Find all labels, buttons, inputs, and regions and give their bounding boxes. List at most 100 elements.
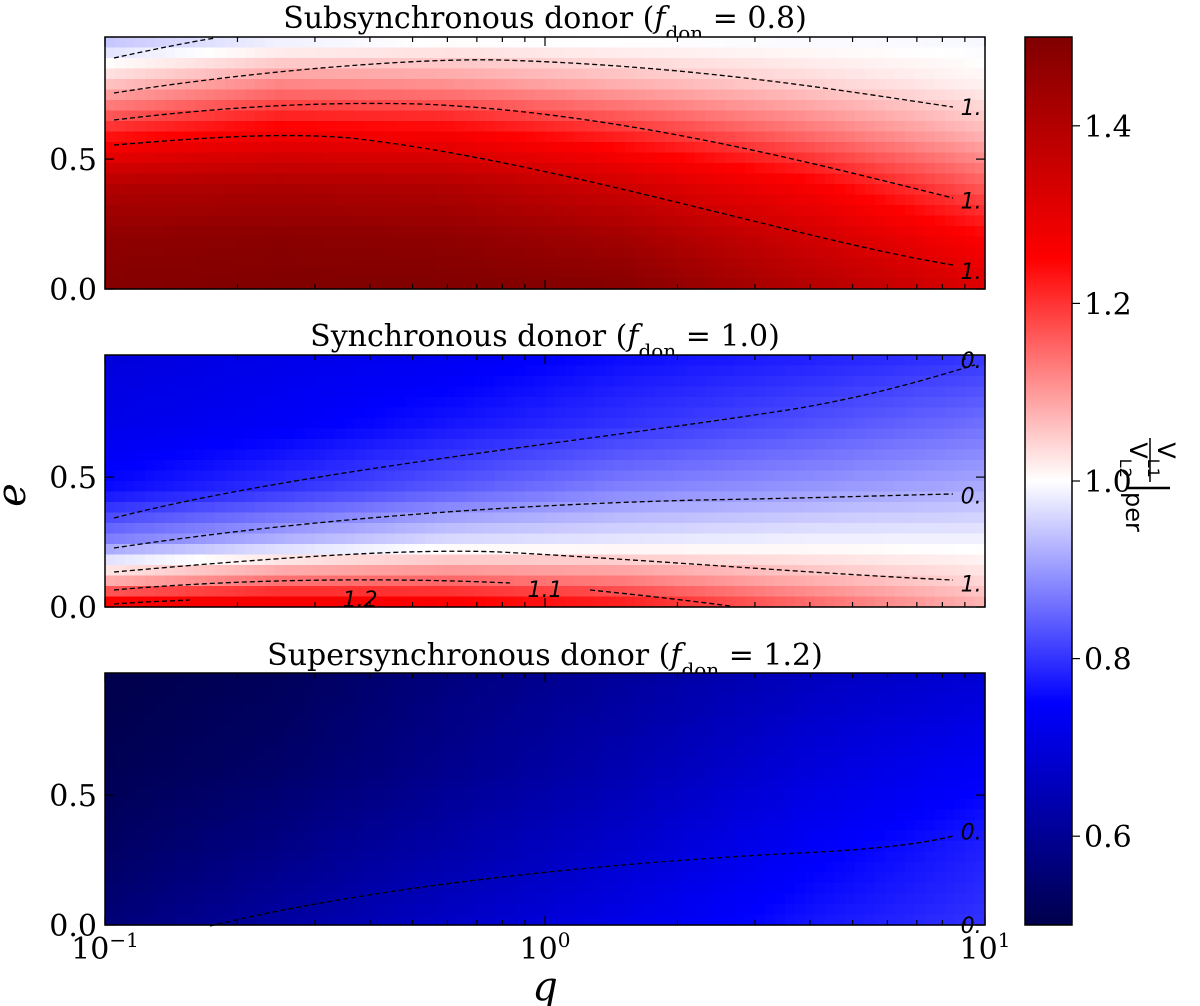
heatmap-cell [425,163,436,175]
heatmap-cell [185,893,196,905]
heatmap-cell [875,376,886,388]
heatmap-cell [645,407,656,419]
heatmap-cell [325,533,336,545]
heatmap-cell [525,215,536,227]
heatmap-cell [885,184,896,196]
heatmap-cell [225,152,236,164]
heatmap-cell [435,268,446,280]
heatmap-cell [445,89,456,101]
heatmap-cell [165,365,176,377]
heatmap-cell [575,100,586,112]
heatmap-cell [755,544,766,556]
heatmap-cell [355,491,366,503]
heatmap-cell [325,173,336,185]
heatmap-cell [115,736,126,748]
heatmap-cell [255,428,266,440]
heatmap-cell [855,194,866,206]
heatmap-cell [435,37,446,49]
heatmap-cell [715,236,726,248]
heatmap-cell [395,68,406,80]
heatmap-cell [885,586,896,598]
heatmap-cell [625,449,636,461]
heatmap-cell [255,565,266,577]
heatmap-cell [375,512,386,524]
heatmap-cell [775,544,786,556]
heatmap-cell [325,862,336,874]
heatmap-cell [285,746,296,758]
heatmap-cell [635,596,646,608]
heatmap-cell [535,205,546,217]
heatmap-cell [805,142,816,154]
heatmap-cell [955,110,966,122]
heatmap-cell [165,257,176,269]
heatmap-cell [675,68,686,80]
heatmap-cell [295,365,306,377]
heatmap-cell [255,365,266,377]
heatmap-cell [675,163,686,175]
heatmap-cell [675,257,686,269]
heatmap-cell [255,914,266,926]
heatmap-cell [595,397,606,409]
heatmap-cell [825,100,836,112]
heatmap-cell [705,365,716,377]
heatmap-cell [955,439,966,451]
heatmap-cell [505,194,516,206]
heatmap-cell [275,565,286,577]
heatmap-cell [735,491,746,503]
heatmap-cell [975,407,986,419]
heatmap-cell [245,407,256,419]
heatmap-cell [235,173,246,185]
heatmap-cell [635,163,646,175]
heatmap-cell [125,386,136,398]
heatmap-cell [605,470,616,482]
heatmap-cell [125,512,136,524]
heatmap-cell [305,715,316,727]
heatmap-cell [835,142,846,154]
heatmap-cell [325,914,336,926]
heatmap-cell [615,470,626,482]
heatmap-cell [485,418,496,430]
heatmap-cell [615,512,626,524]
heatmap-cell [695,554,706,566]
heatmap-cell [225,194,236,206]
heatmap-cell [685,205,696,217]
heatmap-cell [695,449,706,461]
heatmap-cell [965,58,976,70]
heatmap-cell [465,376,476,388]
heatmap-cell [185,554,196,566]
heatmap-cell [555,215,566,227]
heatmap-cell [375,37,386,49]
heatmap-cell [255,491,266,503]
heatmap-cell [505,278,516,290]
heatmap-cell [625,544,636,556]
heatmap-cell [155,37,166,49]
heatmap-cell [375,673,386,685]
heatmap-cell [795,89,806,101]
heatmap-cell [735,460,746,472]
heatmap-cell [155,904,166,916]
heatmap-cell [635,68,646,80]
heatmap-cell [235,502,246,514]
heatmap-cell [725,268,736,280]
heatmap-cell [255,247,266,259]
heatmap-cell [655,58,666,70]
heatmap-cell [565,554,576,566]
contour-label: 1. [961,573,982,598]
heatmap-cell [425,100,436,112]
heatmap-cell [405,47,416,59]
heatmap-cell [285,226,296,238]
heatmap-cell [545,37,556,49]
heatmap-cell [795,523,806,535]
heatmap-cell [125,523,136,535]
heatmap-cell [265,142,276,154]
heatmap-cell [355,694,366,706]
heatmap-cell [465,596,476,608]
heatmap-cell [875,110,886,122]
heatmap-cell [345,673,356,685]
heatmap-cell [885,449,896,461]
heatmap-cell [865,565,876,577]
heatmap-cell [435,142,446,154]
contour-line [113,37,216,59]
heatmap-cell [635,418,646,430]
heatmap-cell [145,523,156,535]
